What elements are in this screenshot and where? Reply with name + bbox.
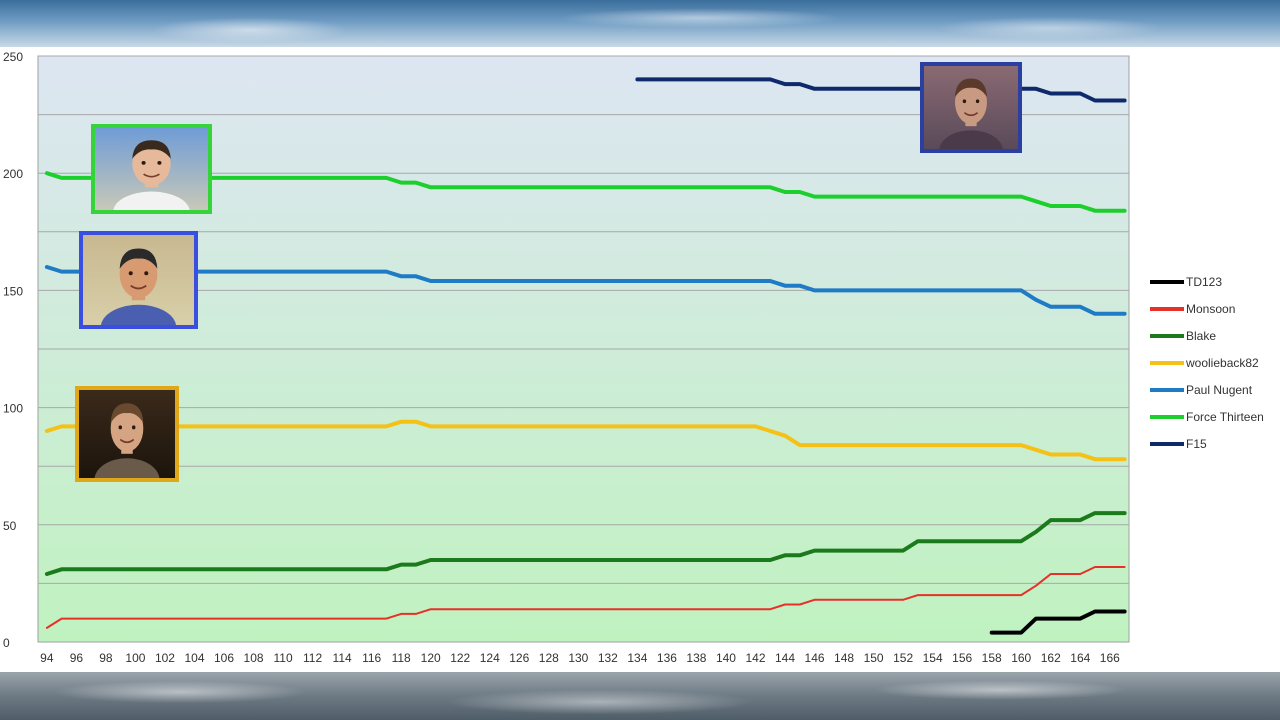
y-tick-label: 250 [3, 50, 23, 64]
x-tick-label: 140 [716, 651, 736, 665]
legend-label: Force Thirteen [1186, 409, 1264, 424]
legend-swatch [1150, 441, 1184, 446]
photo-woolieback82 [75, 386, 179, 482]
legend-item: Blake [1150, 322, 1280, 349]
x-tick-label: 120 [421, 651, 441, 665]
series-lines [44, 77, 1127, 635]
x-tick-label: 156 [952, 651, 972, 665]
series-line-monsoon [45, 566, 1126, 629]
x-tick-label: 136 [657, 651, 677, 665]
x-tick-label: 116 [362, 651, 381, 665]
legend-item: Paul Nugent [1150, 376, 1280, 403]
legend-label: woolieback82 [1186, 355, 1259, 370]
photo-f15 [920, 62, 1022, 153]
x-tick-label: 146 [805, 651, 825, 665]
axes: 0 50 100 150 200 250 94 96 98 100 102 104 106 108 110 1… [3, 50, 1120, 665]
x-tick-label: 160 [1011, 651, 1031, 665]
x-tick-label: 98 [99, 651, 113, 665]
x-tick-label: 150 [864, 651, 884, 665]
y-tick-label: 100 [3, 402, 23, 416]
legend-label: TD123 [1186, 274, 1223, 289]
x-tick-label: 148 [834, 651, 854, 665]
y-tick-label: 150 [3, 284, 23, 298]
x-tick-label: 102 [155, 651, 175, 665]
x-tick-label: 106 [214, 651, 234, 665]
x-tick-label: 154 [923, 651, 943, 665]
series-line-paul-nugent [44, 265, 1127, 316]
legend-label: Blake [1186, 328, 1217, 343]
series-line-woolieback82 [44, 419, 1127, 462]
sky-banner-top [0, 0, 1280, 47]
photo-force-thirteen [91, 124, 212, 214]
x-tick-label: 134 [627, 651, 647, 665]
photo-paul-nugent [79, 231, 198, 329]
legend-swatch [1150, 333, 1184, 338]
x-tick-label: 142 [745, 651, 765, 665]
x-tick-label: 114 [333, 651, 352, 665]
x-tick-label: 104 [184, 651, 204, 665]
x-tick-label: 138 [686, 651, 706, 665]
legend-swatch [1150, 279, 1184, 284]
x-tick-label: 166 [1100, 651, 1120, 665]
x-tick-label: 118 [392, 651, 411, 665]
x-tick-label: 152 [893, 651, 913, 665]
y-tick-label: 50 [3, 519, 17, 533]
series-line-blake [44, 511, 1127, 576]
legend-label: Paul Nugent [1186, 382, 1253, 397]
line-chart: 0 50 100 150 200 250 94 96 98 100 102 104 106 108 110 1… [3, 50, 1130, 665]
x-tick-label: 144 [775, 651, 795, 665]
x-tick-label: 128 [539, 651, 559, 665]
x-tick-label: 108 [244, 651, 264, 665]
legend-label: F15 [1186, 436, 1207, 451]
legend-item: TD123 [1150, 268, 1280, 295]
legend-item: woolieback82 [1150, 349, 1280, 376]
legend-swatch [1150, 306, 1184, 311]
x-tick-label: 162 [1041, 651, 1061, 665]
legend: TD123 Monsoon Blake woolieback82 Paul Nugent… [1150, 268, 1280, 457]
x-tick-label: 122 [450, 651, 470, 665]
series-line-td123 [989, 609, 1127, 635]
x-tick-label: 110 [273, 651, 292, 665]
y-tick-label: 0 [3, 636, 10, 650]
x-tick-label: 130 [568, 651, 588, 665]
legend-label: Monsoon [1186, 301, 1236, 316]
x-tick-label: 164 [1070, 651, 1090, 665]
y-tick-label: 200 [3, 167, 23, 181]
sky-banner-bottom [0, 672, 1280, 720]
legend-swatch [1150, 360, 1184, 365]
x-tick-label: 96 [70, 651, 84, 665]
x-tick-label: 126 [509, 651, 529, 665]
x-tick-label: 112 [303, 651, 322, 665]
series-line-force-thirteen [44, 171, 1127, 213]
x-tick-label: 94 [40, 651, 54, 665]
x-tick-label: 124 [480, 651, 500, 665]
legend-item: Force Thirteen [1150, 403, 1280, 430]
legend-item: Monsoon [1150, 295, 1280, 322]
x-tick-label: 132 [598, 651, 618, 665]
legend-item: F15 [1150, 430, 1280, 457]
x-tick-label: 100 [125, 651, 145, 665]
legend-swatch [1150, 387, 1184, 392]
legend-swatch [1150, 414, 1184, 419]
x-tick-label: 158 [982, 651, 1002, 665]
